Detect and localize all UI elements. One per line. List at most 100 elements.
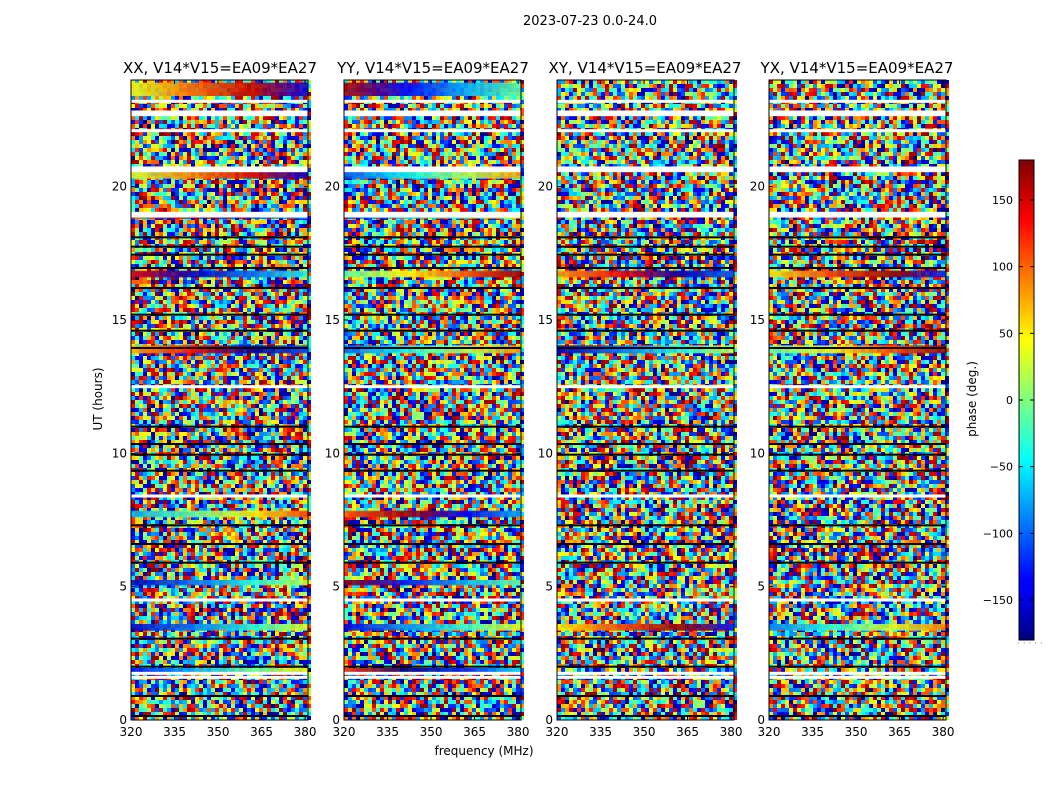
dark-row <box>344 246 521 248</box>
dark-row <box>344 287 521 289</box>
coherent-phase-band <box>769 345 946 353</box>
flagged-row <box>557 100 734 103</box>
flagged-row <box>344 212 521 215</box>
coherent-phase-band <box>769 624 946 631</box>
x-axis-label: frequency (MHz) <box>384 744 584 758</box>
flagged-row <box>131 167 308 170</box>
dark-row <box>344 562 521 564</box>
dark-row <box>131 715 308 717</box>
dark-row <box>557 246 734 248</box>
dark-row <box>131 236 308 238</box>
dark-row <box>131 524 308 526</box>
colorbar-tick-label: 150 <box>992 194 1013 207</box>
dark-row <box>131 287 308 289</box>
x-tick-label: 320 <box>758 725 781 739</box>
dark-row <box>344 470 521 472</box>
dark-row <box>131 638 308 640</box>
y-tick-label: 15 <box>750 313 765 327</box>
flagged-row <box>557 215 734 218</box>
flagged-row <box>131 129 308 132</box>
dark-row <box>344 236 521 238</box>
dark-row <box>769 426 946 428</box>
dark-row <box>769 347 946 349</box>
dark-row <box>344 524 521 526</box>
figure-suptitle: 2023-07-23 0.0-24.0 <box>0 14 1050 29</box>
flagged-row <box>769 113 946 116</box>
colorbar-tick-label: −100 <box>983 527 1013 540</box>
coherent-phase-band <box>131 624 308 631</box>
y-tick-label: 0 <box>332 713 340 727</box>
dark-row <box>344 443 521 445</box>
dark-row <box>344 330 521 332</box>
colorbar-tick-label: −50 <box>990 461 1013 474</box>
y-tick-label: 10 <box>538 446 553 460</box>
y-tick-label: 20 <box>112 180 127 194</box>
dark-row <box>131 347 308 349</box>
y-tick-label: 5 <box>757 580 765 594</box>
panel-title-yy: YY, V14*V15=EA09*EA27 <box>323 59 543 77</box>
coherent-phase-band <box>344 271 521 278</box>
dark-row <box>344 254 521 256</box>
y-tick-label: 10 <box>325 446 340 460</box>
dark-row <box>557 638 734 640</box>
x-tick-label: 350 <box>207 725 230 739</box>
x-tick-label: 350 <box>420 725 443 739</box>
dark-row <box>557 543 734 545</box>
x-tick-label: 320 <box>120 725 143 739</box>
y-tick-label: 20 <box>325 180 340 194</box>
dark-row <box>557 524 734 526</box>
flagged-row <box>344 169 521 172</box>
dark-row <box>769 715 946 717</box>
dark-row <box>769 254 946 256</box>
flagged-row <box>557 599 734 602</box>
coherent-phase-band <box>344 83 521 96</box>
coherent-phase-band <box>769 271 946 278</box>
dark-row <box>344 267 521 269</box>
flagged-row <box>344 215 521 218</box>
coherent-phase-band <box>557 345 734 353</box>
flagged-row <box>131 495 308 498</box>
y-tick-label: 5 <box>119 580 127 594</box>
y-tick-label: 5 <box>545 580 553 594</box>
colorbar-label: phase (deg.) <box>965 361 979 437</box>
dark-row <box>769 562 946 564</box>
dark-row <box>557 330 734 332</box>
coherent-phase-band <box>557 271 734 278</box>
dark-row <box>557 426 734 428</box>
flagged-row <box>344 129 521 132</box>
coherent-phase-band <box>131 580 308 585</box>
flagged-row <box>557 676 734 679</box>
x-tick-label: 365 <box>676 725 699 739</box>
flagged-row <box>131 100 308 103</box>
dark-row <box>557 454 734 456</box>
flagged-row <box>344 100 521 103</box>
dark-row <box>131 246 308 248</box>
flagged-row <box>131 113 308 116</box>
flagged-row <box>131 215 308 218</box>
flagged-row <box>557 212 734 215</box>
y-tick-label: 15 <box>325 313 340 327</box>
dark-row <box>131 695 308 697</box>
coherent-phase-band <box>344 624 521 631</box>
x-tick-label: 380 <box>932 725 955 739</box>
y-tick-label: 0 <box>545 713 553 727</box>
dark-row <box>131 254 308 256</box>
flagged-row <box>769 672 946 675</box>
dark-row <box>131 543 308 545</box>
colorbar-tick-label: 100 <box>992 261 1013 274</box>
dark-row <box>557 443 734 445</box>
x-tick-label: 350 <box>845 725 868 739</box>
y-tick-label: 20 <box>538 180 553 194</box>
flagged-row <box>344 113 521 116</box>
flagged-row <box>557 167 734 170</box>
dark-row <box>769 524 946 526</box>
flagged-row <box>769 129 946 132</box>
flagged-row <box>344 676 521 679</box>
y-axis-label: UT (hours) <box>91 367 105 430</box>
dark-row <box>344 695 521 697</box>
flagged-row <box>769 212 946 215</box>
coherent-phase-band <box>557 624 734 631</box>
dark-row <box>344 454 521 456</box>
dark-row <box>557 254 734 256</box>
